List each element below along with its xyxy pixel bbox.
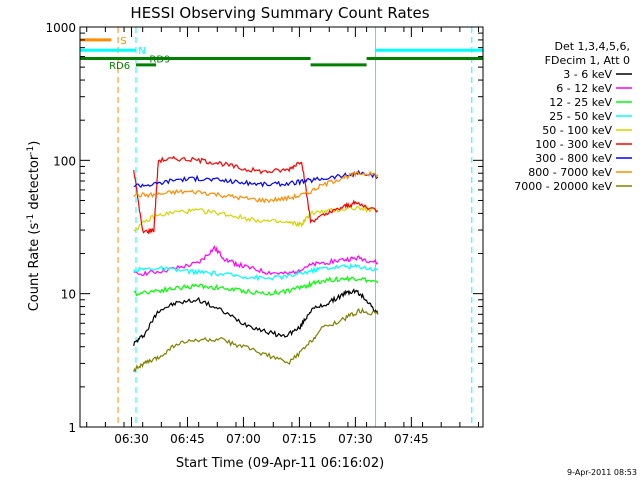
x-axis-label: Start Time (09-Apr-11 06:16:02): [176, 456, 384, 471]
flag-label-rd6: RD6: [109, 61, 130, 72]
legend-header-line1: Det 1,3,4,5,6,: [554, 40, 630, 53]
series-line-2: [133, 245, 379, 277]
y-axis-ticks: 1 10 100 1000: [45, 21, 483, 435]
x-tick-label-5: 07:30: [338, 432, 373, 446]
y-tick-label-2: 10: [61, 288, 76, 302]
x-axis-ticks: 06:30 06:45 07:00 07:15 07:30 07:45: [86, 27, 480, 446]
timestamp-stamp: 9-Apr-2011 08:53: [567, 468, 637, 477]
series-line-6: [133, 155, 379, 235]
y-tick-label-3: 100: [53, 154, 76, 168]
flag-label-rd9: RD9: [149, 55, 170, 66]
series-lines: [133, 155, 379, 373]
x-tick-label-6: 07:45: [394, 432, 429, 446]
legend-label-2: 6 - 12 keV: [556, 82, 612, 95]
series-line-4: [133, 262, 379, 282]
series-line-9: [133, 307, 379, 373]
x-tick-label-4: 07:15: [282, 432, 317, 446]
series-line-8: [133, 170, 379, 204]
x-tick-label-1: 06:30: [114, 432, 149, 446]
flag-bars: S N RD9 RD6: [80, 36, 483, 72]
legend-label-9: 7000 - 20000 keV: [514, 180, 612, 193]
legend-label-7: 300 - 800 keV: [535, 152, 612, 165]
flag-label-n: N: [138, 46, 145, 57]
y-tick-label-4: 1000: [45, 21, 76, 35]
chart-title: HESSI Observing Summary Count Rates: [130, 4, 429, 22]
flag-label-s: S: [120, 36, 126, 47]
series-line-1: [133, 288, 379, 347]
legend-label-3: 12 - 25 keV: [549, 96, 612, 109]
y-axis-label: Count Rate (s-1 detector-1): [26, 141, 42, 312]
x-tick-label-3: 07:00: [226, 432, 261, 446]
legend-label-6: 100 - 300 keV: [535, 138, 612, 151]
legend-label-5: 50 - 100 keV: [542, 124, 612, 137]
series-line-7: [133, 169, 379, 189]
legend-header-line2: FDecim 1, Att 0: [545, 54, 630, 67]
plot-frame: [79, 26, 484, 428]
legend-label-8: 800 - 7000 keV: [528, 166, 612, 179]
legend-label-4: 25 - 50 keV: [549, 110, 612, 123]
legend-label-1: 3 - 6 keV: [563, 68, 612, 81]
x-tick-label-2: 06:45: [170, 432, 205, 446]
series-line-3: [133, 275, 379, 297]
y-tick-label-1: 1: [68, 421, 76, 435]
